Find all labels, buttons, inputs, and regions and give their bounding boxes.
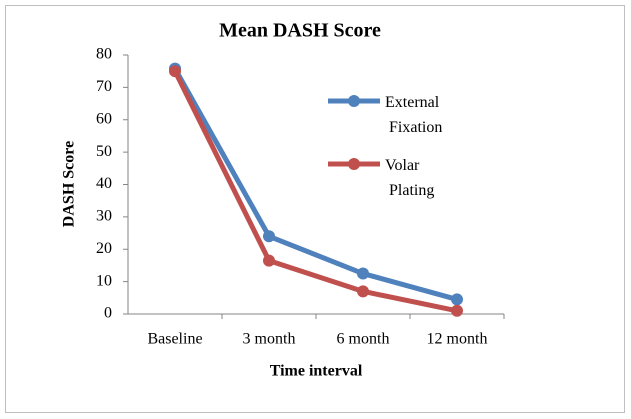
legend-marker xyxy=(348,95,360,107)
y-tick-label: 80 xyxy=(96,46,112,63)
legend-label: External Fixation xyxy=(385,94,442,136)
series-line xyxy=(172,67,458,302)
x-tick-label: 6 month xyxy=(337,331,390,348)
series-line xyxy=(172,70,458,314)
y-axis-label: DASH Score xyxy=(61,141,78,227)
x-axis-label: Time interval xyxy=(270,363,363,380)
y-tick-label: 30 xyxy=(96,208,112,225)
y-tick-label: 70 xyxy=(96,78,112,95)
data-point xyxy=(357,285,369,298)
data-point xyxy=(263,230,275,243)
x-tick-label: Baseline xyxy=(147,331,202,348)
data-point xyxy=(357,267,369,280)
y-tick-label: 40 xyxy=(96,175,112,192)
y-tick-label: 60 xyxy=(96,110,112,127)
y-tick-label: 20 xyxy=(96,240,112,257)
legend-label: Volar Plating xyxy=(385,157,434,199)
y-tick-label: 50 xyxy=(96,143,112,160)
x-tick-label: 12 month xyxy=(427,331,488,348)
y-tick-label: 0 xyxy=(104,305,112,322)
data-point xyxy=(169,65,181,78)
y-tick-label: 10 xyxy=(96,272,112,289)
data-point xyxy=(451,304,463,317)
data-point xyxy=(451,293,463,306)
x-tick-label: 3 month xyxy=(243,331,296,348)
chart-frame xyxy=(5,5,625,413)
legend-marker xyxy=(348,158,360,170)
data-point xyxy=(263,254,275,267)
chart-title: Mean DASH Score xyxy=(219,20,381,42)
